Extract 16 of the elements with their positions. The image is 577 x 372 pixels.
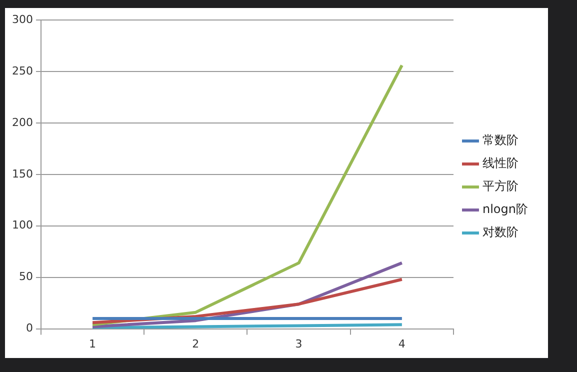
y-tick-label: 300 [12,12,33,26]
legend-label: 对数阶 [482,225,518,240]
y-tick-label: 200 [12,116,33,129]
y-tick-label: 100 [12,218,33,232]
y-tick-label: 50 [18,270,33,284]
legend-label: 平方阶 [482,179,518,194]
x-tick-label: 2 [192,337,200,350]
legend-label: nlogn阶 [482,202,528,216]
y-tick-label: 250 [12,64,33,78]
legend-label: 常数阶 [482,133,518,148]
y-tick-label: 150 [12,167,33,180]
y-tick-label: 0 [26,322,33,335]
x-tick-label: 1 [89,337,96,350]
x-tick-label: 4 [398,337,406,350]
x-tick-label: 3 [295,337,302,350]
legend-label: 线性阶 [482,156,518,170]
